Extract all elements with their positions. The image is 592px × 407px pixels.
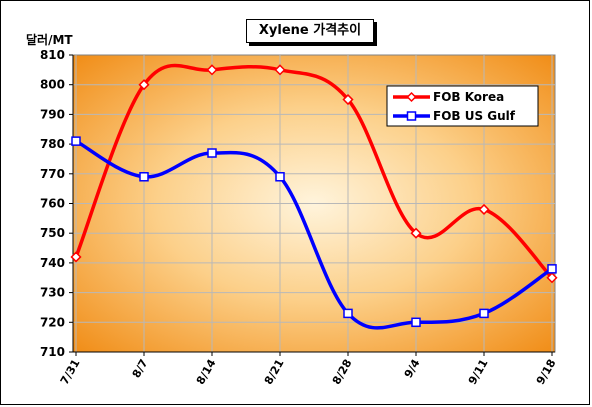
- series-layer: [70, 63, 558, 330]
- x-tick-label: 9/11: [466, 357, 491, 387]
- legend-marker-diamond: [406, 91, 417, 103]
- data-point-square: [207, 148, 217, 158]
- x-tick-label: 8/28: [330, 357, 355, 387]
- legend-label: FOB Korea: [433, 90, 504, 104]
- data-point-diamond: [138, 79, 150, 91]
- data-point-square: [139, 172, 149, 182]
- data-point-diamond: [478, 203, 490, 216]
- data-point-square: [547, 264, 557, 274]
- x-tick-label: 8/14: [194, 357, 219, 387]
- y-tick-label: 770: [40, 167, 65, 181]
- y-tick-label: 740: [40, 256, 65, 270]
- y-tick-label: 720: [40, 315, 65, 329]
- data-point-square: [411, 317, 421, 328]
- legend-marker-square: [406, 111, 417, 121]
- data-point-square: [275, 172, 285, 182]
- data-point-diamond: [410, 227, 422, 239]
- series-fob-us-gulf: [71, 136, 557, 330]
- x-tick-label: 9/18: [534, 357, 559, 387]
- chart-title: Xylene 가격추이: [246, 19, 374, 43]
- series-fob-korea: [70, 63, 558, 284]
- data-point-square: [343, 308, 353, 319]
- y-tick-label: 730: [40, 286, 65, 300]
- x-tick-label: 7/31: [58, 357, 83, 387]
- y-tick-label: 710: [40, 345, 65, 359]
- series-line: [74, 139, 554, 330]
- y-tick-label: 810: [40, 48, 65, 62]
- data-point-square: [479, 308, 489, 319]
- legend-label: FOB US Gulf: [433, 109, 516, 123]
- y-tick-label: 760: [40, 197, 65, 211]
- y-tick-label: 780: [40, 137, 65, 151]
- data-point-diamond: [342, 93, 354, 106]
- data-point-diamond: [546, 272, 558, 284]
- y-tick-label: 800: [40, 78, 65, 92]
- data-point-square: [71, 136, 81, 146]
- legend: FOB Korea FOB US Gulf: [386, 85, 539, 127]
- y-tick-label: 790: [40, 107, 65, 121]
- x-tick-label: 8/7: [130, 357, 151, 380]
- y-tick-label: 750: [40, 226, 65, 240]
- data-point-diamond: [70, 251, 82, 263]
- data-point-diamond: [206, 64, 218, 76]
- x-tick-label: 8/21: [262, 357, 287, 387]
- data-point-diamond: [274, 64, 286, 76]
- y-axis-unit-label: 달러/MT: [26, 33, 73, 47]
- x-tick-label: 9/4: [402, 357, 423, 381]
